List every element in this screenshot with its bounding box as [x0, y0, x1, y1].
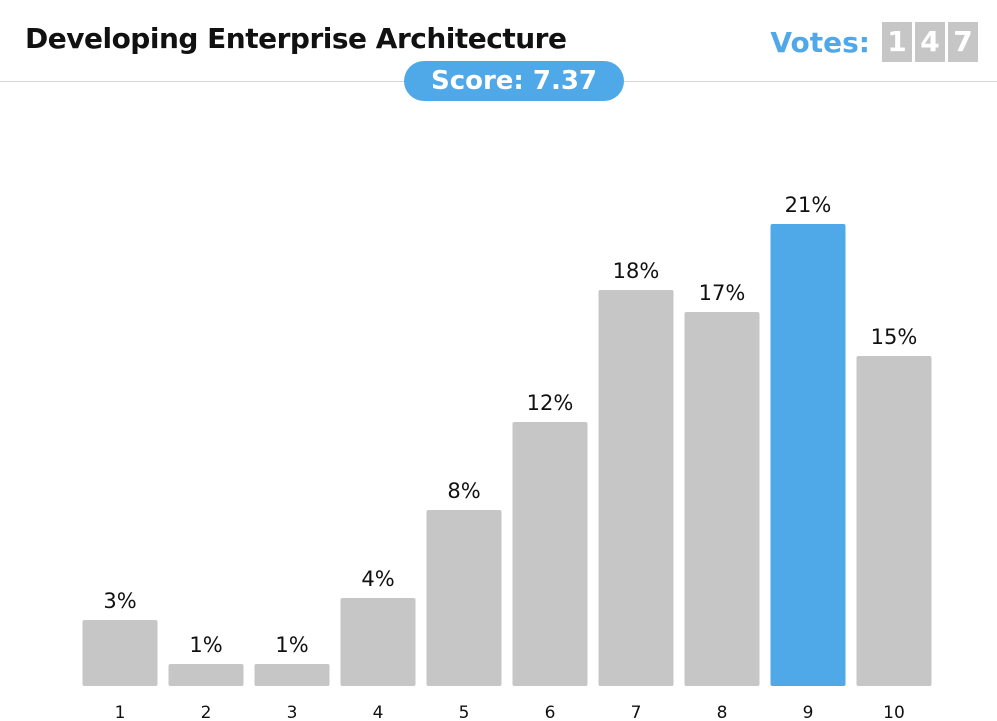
- x-tick-label: 3: [287, 703, 298, 721]
- bar-6: [512, 422, 588, 686]
- bar-3: [254, 664, 330, 686]
- x-tick-label: 4: [373, 703, 384, 721]
- bar-9: [770, 224, 846, 686]
- votes-digit: 1: [882, 22, 912, 62]
- bar-value-label: 8%: [447, 479, 480, 503]
- bar-value-label: 1%: [189, 633, 222, 657]
- x-tick-label: 1: [115, 703, 126, 721]
- votes-counter: Votes: 1 4 7: [770, 22, 978, 62]
- x-tick-label: 6: [545, 703, 556, 721]
- bar-8: [684, 312, 760, 686]
- x-tick-label: 10: [883, 703, 905, 721]
- votes-label: Votes:: [770, 25, 870, 59]
- bar-1: [82, 620, 158, 686]
- x-tick-label: 5: [459, 703, 470, 721]
- score-badge: Score: 7.37: [404, 61, 624, 101]
- bar-value-label: 1%: [275, 633, 308, 657]
- bar-value-label: 15%: [871, 325, 918, 349]
- bar-4: [340, 598, 416, 686]
- chart-title: Developing Enterprise Architecture: [25, 22, 567, 55]
- bar-value-label: 17%: [699, 281, 746, 305]
- bar-10: [856, 356, 932, 686]
- votes-digit: 7: [948, 22, 978, 62]
- bar-5: [426, 510, 502, 686]
- bar-2: [168, 664, 244, 686]
- bar-value-label: 18%: [613, 259, 660, 283]
- bar-value-label: 21%: [785, 193, 832, 217]
- x-tick-label: 7: [631, 703, 642, 721]
- bar-value-label: 3%: [103, 589, 136, 613]
- votes-digit: 4: [915, 22, 945, 62]
- x-tick-label: 2: [201, 703, 212, 721]
- x-tick-label: 8: [717, 703, 728, 721]
- bar-7: [598, 290, 674, 686]
- bar-value-label: 12%: [527, 391, 574, 415]
- x-tick-label: 9: [803, 703, 814, 721]
- bar-value-label: 4%: [361, 567, 394, 591]
